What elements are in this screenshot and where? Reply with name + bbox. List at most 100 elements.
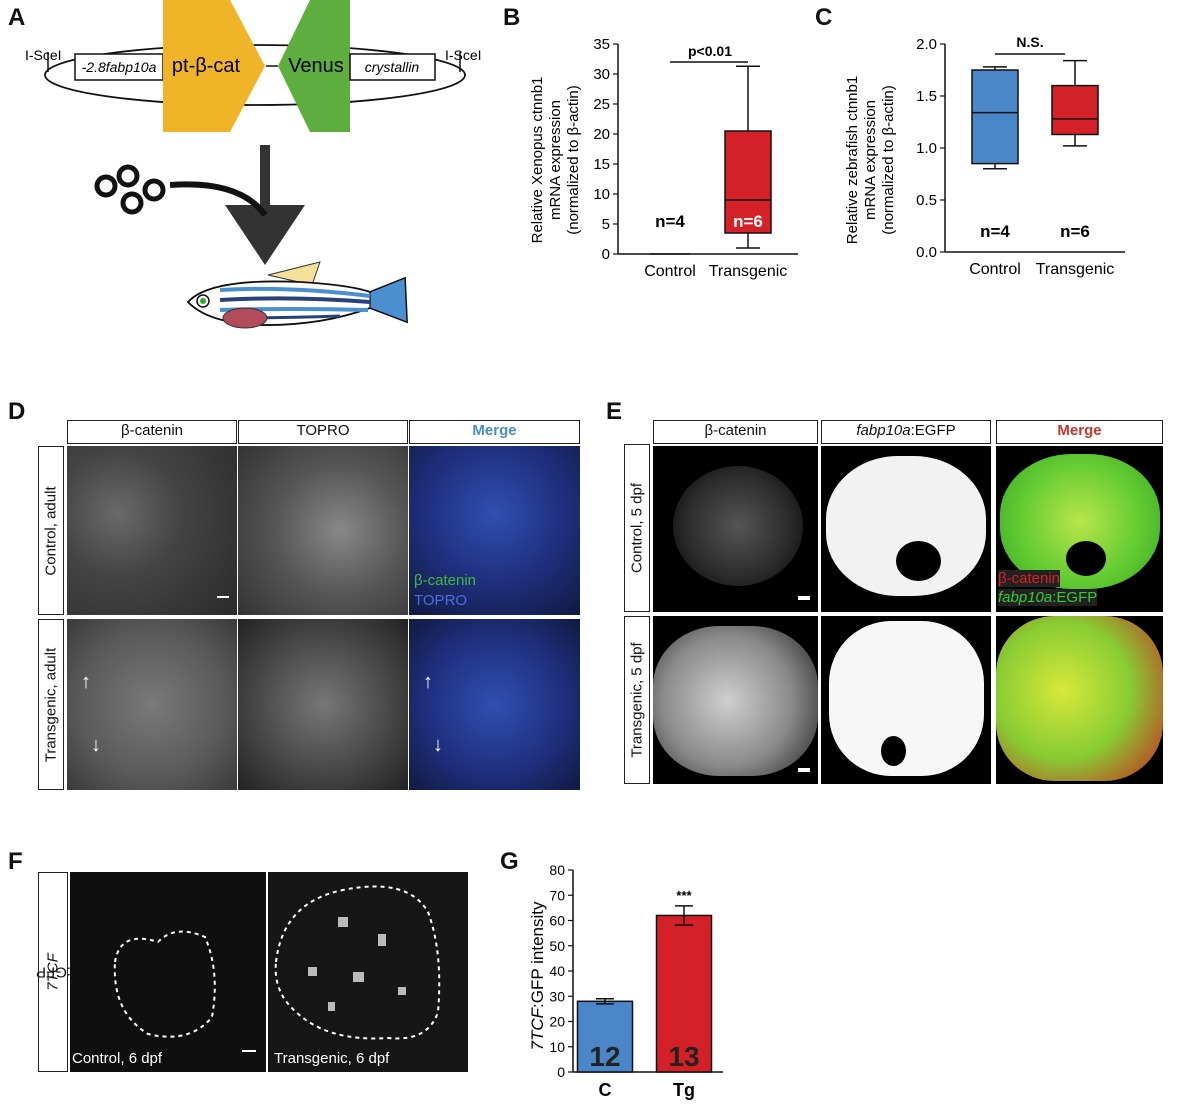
- d-legend-topro: TOPRO: [414, 592, 468, 609]
- y-axis-label: 7TCF:GFP intensity: [528, 901, 547, 1050]
- d-bcat-control-image: [67, 446, 237, 615]
- e-bcat-control-image: [653, 446, 818, 612]
- n-label-control: n=4: [655, 212, 685, 231]
- d-merge-transgenic-image: ↑ ↓: [409, 619, 580, 790]
- x-tick-label: Transgenic: [709, 263, 788, 280]
- pt-bcat-arrow-icon: [163, 0, 265, 132]
- f-right-caption: Transgenic, 6 dpf: [274, 1050, 390, 1067]
- y-axis-label: Relative zebrafish ctnnb1mRNA expression…: [844, 76, 897, 244]
- panel-letter-a: A: [8, 4, 26, 31]
- isce1-right-label: I-SceI: [445, 47, 482, 63]
- e-col-header-egfp: fabp10a:EGFP: [821, 420, 991, 444]
- d-bcat-transgenic-image: ↑ ↓: [67, 619, 237, 790]
- y-tick-label: 15: [593, 156, 610, 173]
- e-bcat-transgenic-image: [653, 616, 818, 784]
- box-body: [1051, 84, 1099, 136]
- f-row-label: 7TCF:GFP: [35, 872, 71, 1072]
- f-left-caption: Control, 6 dpf: [72, 1050, 163, 1067]
- y-tick-label: 40: [549, 963, 565, 979]
- panel-letter-e: E: [606, 398, 623, 425]
- panel-letter-c: C: [815, 4, 833, 31]
- y-tick-label: 50: [549, 938, 565, 954]
- chart-g: 0 10 20 30 40 50 60 70 80 12 C 13 Tg *** 7TCF:GFP inte…: [528, 862, 723, 1100]
- venus-label: Venus: [288, 55, 344, 77]
- e-col-header-bcat: β-catenin: [653, 420, 818, 444]
- x-tick-label: Tg: [673, 1080, 695, 1100]
- significance-label: ***: [676, 888, 692, 903]
- d-col-header-merge: Merge: [409, 420, 580, 444]
- y-tick-label: 10: [593, 186, 610, 203]
- bar-count-label: 12: [589, 1041, 620, 1072]
- n-label-transgenic: n=6: [1060, 222, 1090, 241]
- d-row-label-transgenic: Transgenic, adult: [38, 619, 64, 790]
- pt-bcat-label: pt-β-cat: [172, 55, 241, 77]
- y-tick-label: 20: [549, 1014, 565, 1030]
- f-control-image: Control, 6 dpf: [70, 872, 266, 1072]
- down-arrow-icon: ↓: [91, 734, 101, 756]
- d-merge-control-image: β-catenin TOPRO: [409, 446, 580, 615]
- y-axis-label: Relative Xenopus ctnnb1mRNA expression(n…: [529, 77, 582, 244]
- down-arrow-icon: ↓: [433, 734, 443, 756]
- y-tick-label: 70: [549, 887, 565, 903]
- x-tick-label: Control: [644, 263, 696, 280]
- crystallin-box: [349, 53, 436, 81]
- panel-letter-f: F: [8, 848, 23, 875]
- y-tick-label: 0.0: [916, 244, 937, 261]
- e-col-header-merge: Merge: [996, 420, 1163, 444]
- n-label-transgenic: n=6: [733, 212, 763, 231]
- down-arrow-icon: [260, 145, 270, 210]
- y-tick-label: 10: [549, 1039, 565, 1055]
- y-tick-label: 60: [549, 913, 565, 929]
- y-tick-label: 0: [602, 246, 610, 263]
- f-transgenic-image: Transgenic, 6 dpf: [268, 872, 468, 1072]
- up-arrow-icon: ↑: [423, 671, 433, 693]
- scale-bar: [798, 596, 810, 600]
- scale-bar: [242, 1050, 256, 1052]
- x-tick-label: Transgenic: [1036, 261, 1115, 278]
- y-tick-label: 2.0: [916, 36, 937, 53]
- e-legend-egfp: fabp10a:EGFP: [998, 589, 1098, 606]
- x-tick-label: C: [599, 1080, 612, 1100]
- y-tick-label: 30: [593, 66, 610, 83]
- y-tick-label: 80: [549, 862, 565, 878]
- y-tick-label: 5: [602, 216, 610, 233]
- box-body: [724, 130, 772, 234]
- scale-bar: [217, 596, 229, 598]
- d-legend-bcat: β-catenin: [414, 572, 476, 589]
- chart-c: 0.0 0.5 1.0 1.5 2.0 Control Transgenic n=4 n=6 N.…: [844, 34, 1125, 278]
- y-tick-label: 1.5: [916, 88, 937, 105]
- eggs-icon: [94, 164, 166, 215]
- e-merge-control-image: β-catenin fabp10a:EGFP: [996, 446, 1163, 612]
- y-tick-label: 1.0: [916, 140, 937, 157]
- e-row-label-transgenic: Transgenic, 5 dpf: [624, 616, 650, 784]
- significance-label: N.S.: [1016, 34, 1043, 50]
- y-tick-label: 20: [593, 126, 610, 143]
- y-tick-label: 0.5: [916, 192, 937, 209]
- significance-label: p<0.01: [688, 43, 732, 59]
- zebrafish-icon: [186, 261, 408, 329]
- n-label-control: n=4: [980, 222, 1010, 241]
- promoter-label: -2.8fabp10a: [82, 59, 157, 75]
- scale-bar: [798, 768, 810, 772]
- panel-letter-g: G: [500, 848, 519, 875]
- panel-letter-d: D: [8, 398, 26, 425]
- d-row-label-control: Control, adult: [38, 446, 64, 615]
- bar-count-label: 13: [668, 1041, 699, 1072]
- panel-letter-b: B: [503, 4, 521, 31]
- d-topro-control-image: [238, 446, 408, 615]
- venus-arrow-icon: [278, 0, 350, 132]
- plasmid-ring: [44, 44, 466, 106]
- e-legend-bcat: β-catenin: [998, 570, 1060, 587]
- d-col-header-topro: TOPRO: [238, 420, 408, 444]
- y-tick-label: 25: [593, 96, 610, 113]
- isce1-left-label: I-SceI: [25, 47, 62, 63]
- y-tick-label: 35: [593, 36, 610, 53]
- x-tick-label: Control: [969, 261, 1021, 278]
- e-egfp-transgenic-image: [821, 616, 991, 784]
- up-arrow-icon: ↑: [81, 671, 91, 693]
- y-tick-label: 30: [549, 988, 565, 1004]
- chart-b: 0 5 10 15 20 25 30 35 Control Transgenic n=4 n=6 p<0…: [529, 36, 798, 280]
- d-topro-transgenic-image: [238, 619, 408, 790]
- plasmid-diagram: I-SceI I-SceI -2.8fabp10a pt-β-cat Venus…: [25, 0, 482, 329]
- e-egfp-control-image: [821, 446, 991, 612]
